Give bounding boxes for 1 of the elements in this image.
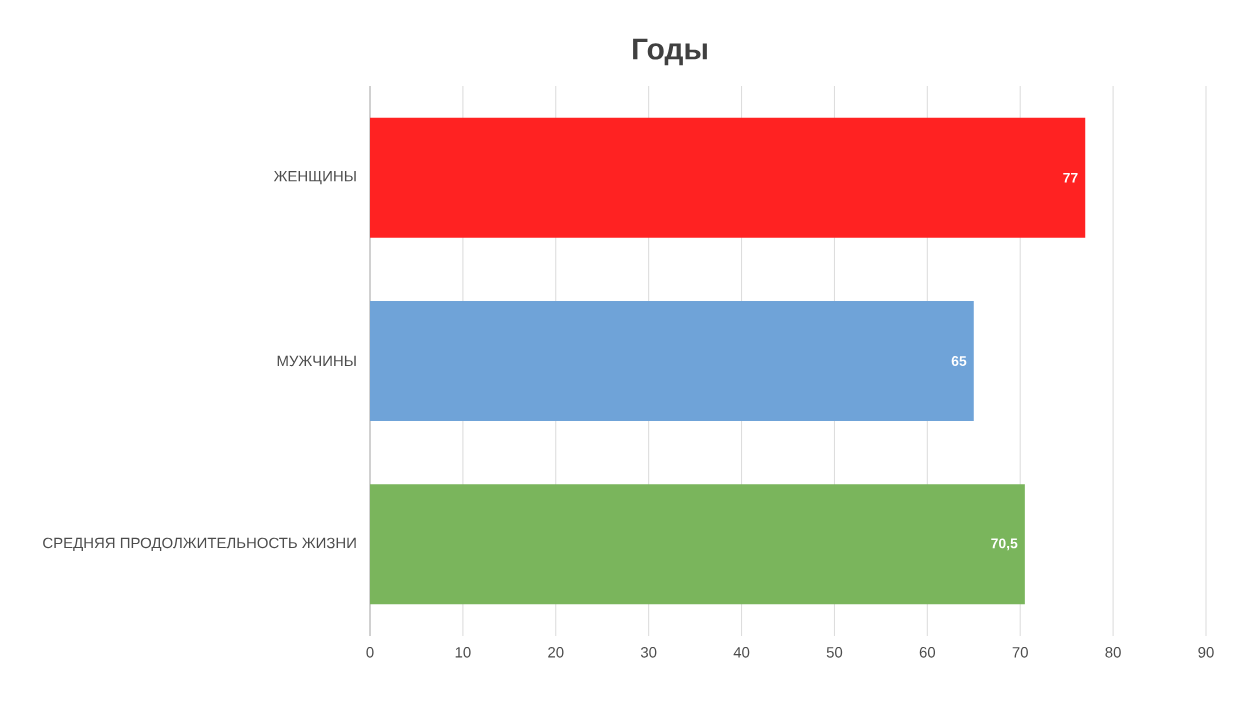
chart-title: Годы xyxy=(633,38,707,66)
